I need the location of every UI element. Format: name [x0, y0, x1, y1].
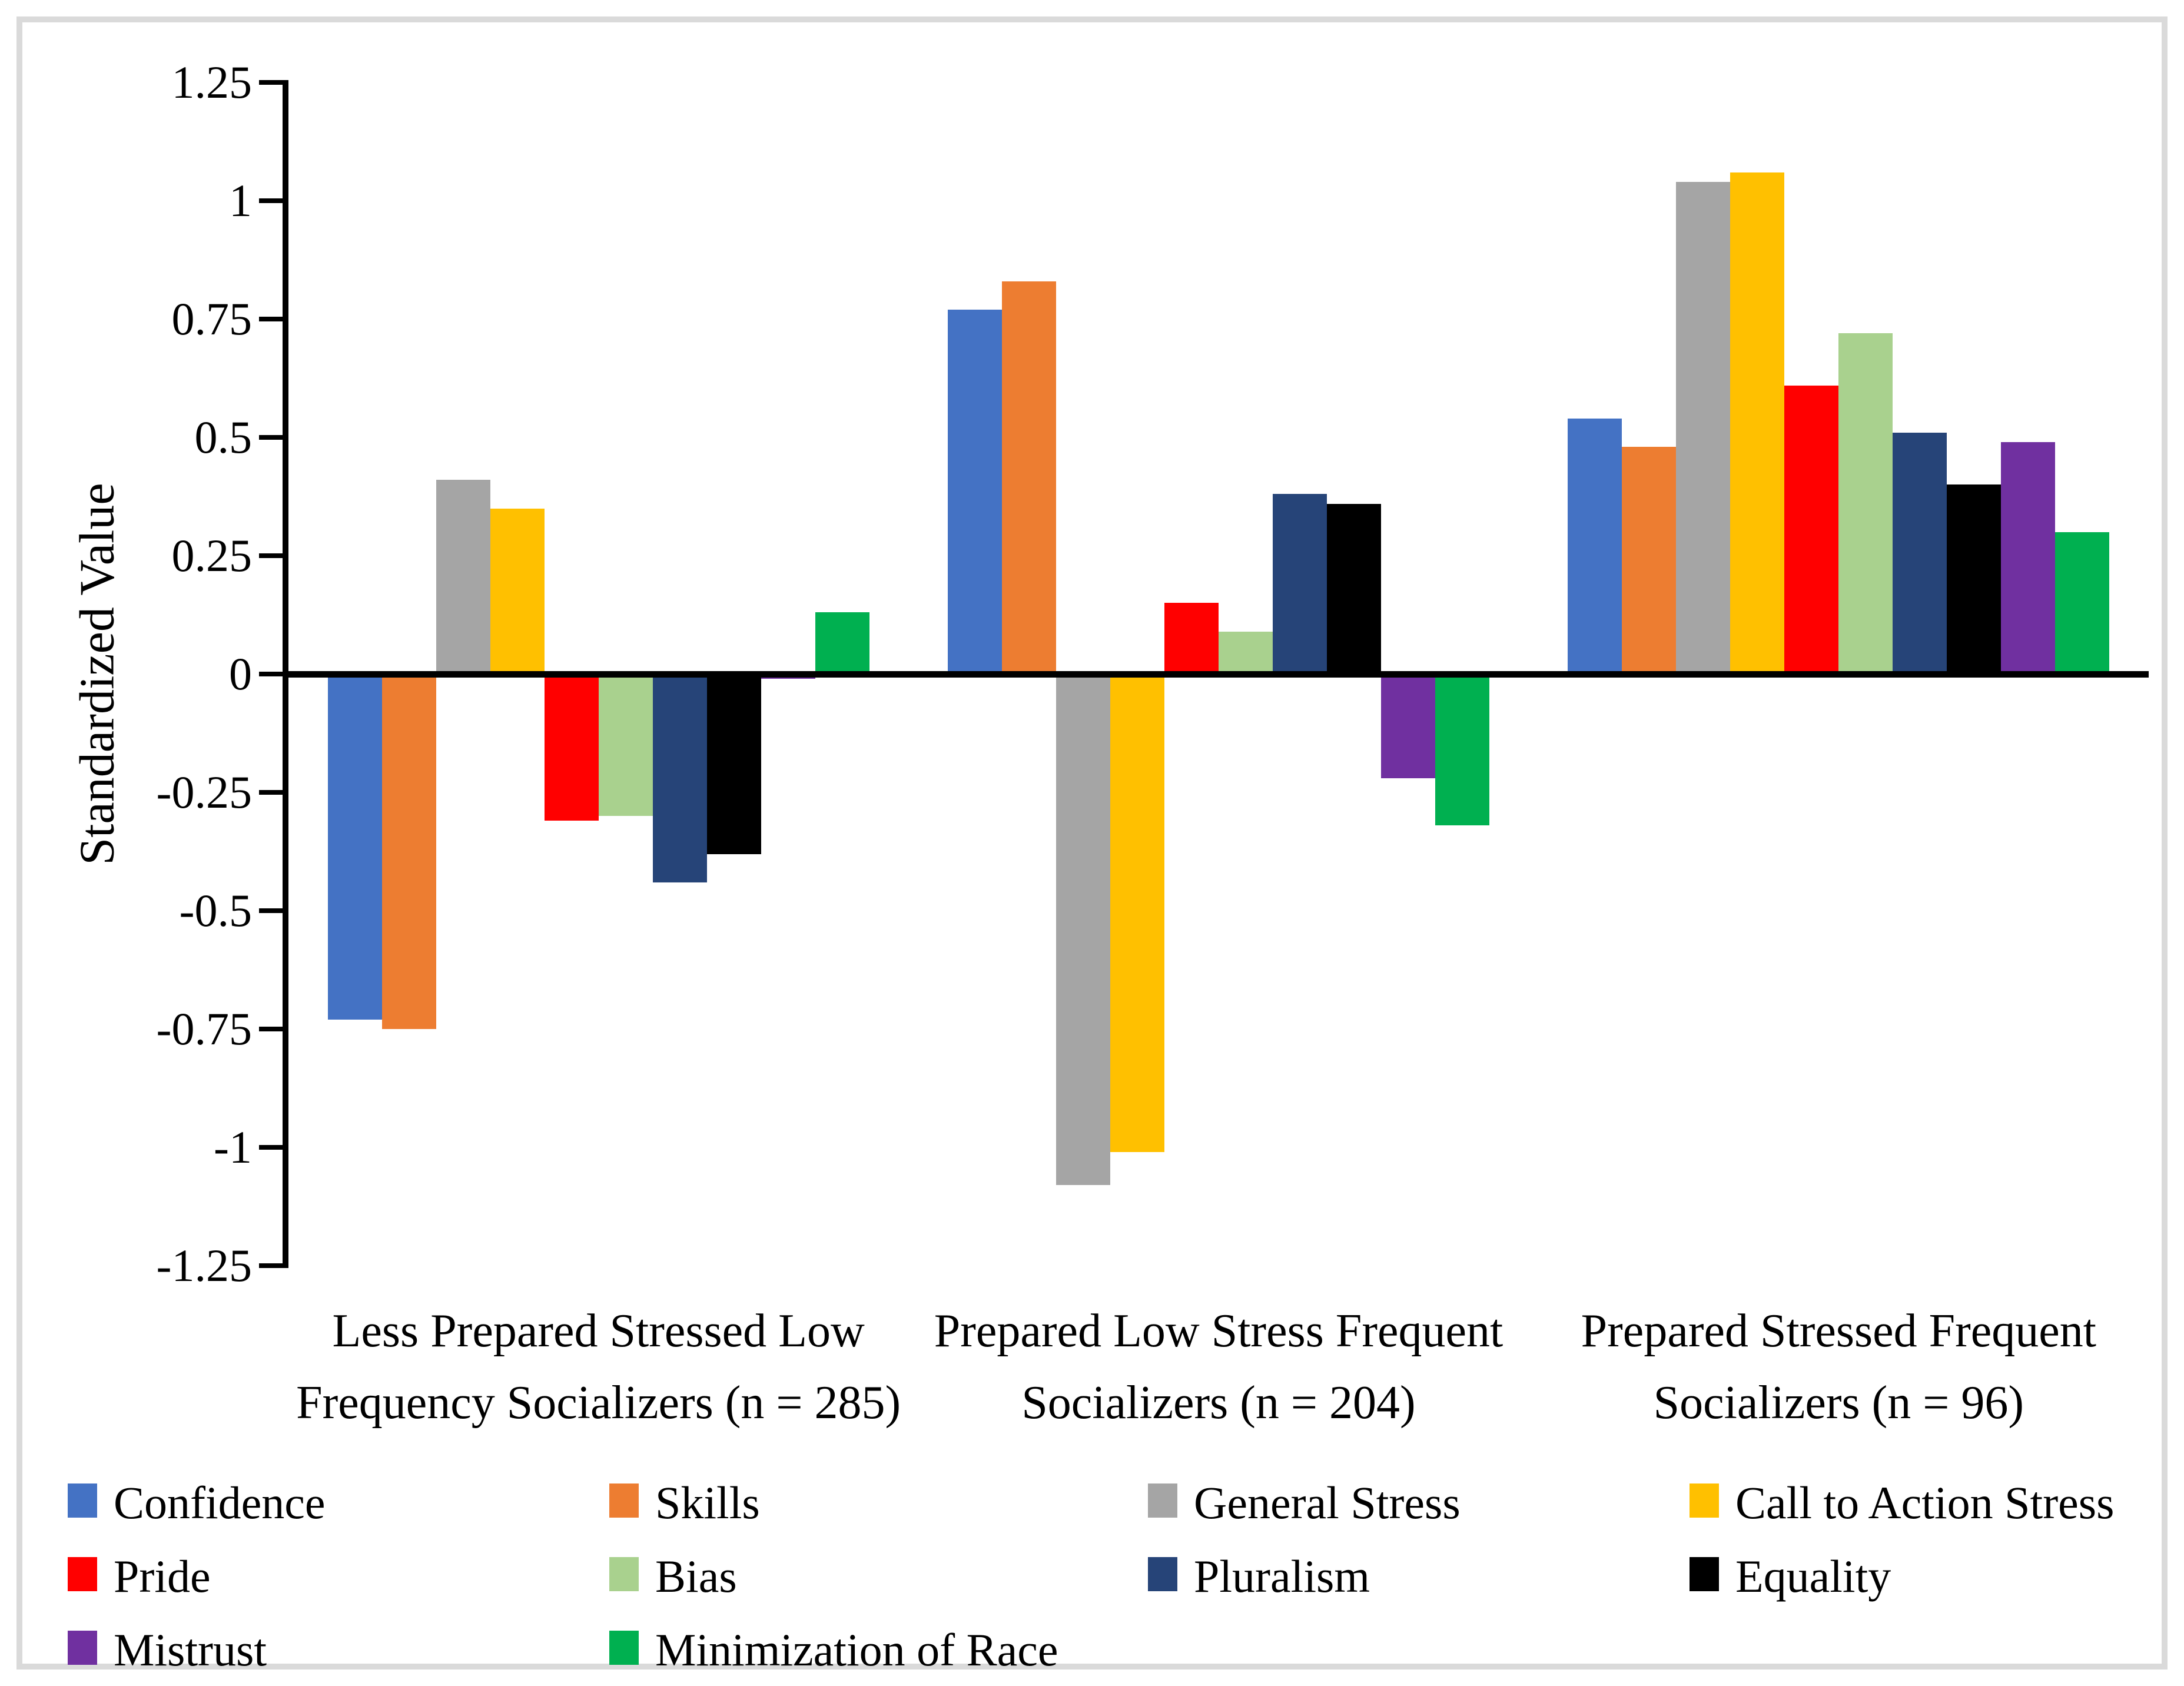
legend-swatch-pluralism — [1148, 1557, 1177, 1591]
bar-confidence-group1 — [327, 674, 382, 1020]
bar-skills-group2 — [1002, 281, 1056, 674]
bar-minimization-of-race-group3 — [2055, 532, 2110, 674]
y-tick-mark — [259, 435, 288, 440]
y-tick-label: -1 — [214, 1121, 252, 1173]
legend-label-call-to-action-stress: Call to Action Stress — [1735, 1477, 2115, 1528]
bar-general-stress-group1 — [436, 480, 490, 674]
legend-label-mistrust: Mistrust — [114, 1624, 267, 1675]
bar-skills-group3 — [1622, 447, 1677, 674]
y-tick-label: 0.5 — [194, 411, 253, 463]
y-tick-label: 0.25 — [171, 530, 253, 581]
y-tick-label: -1.25 — [156, 1240, 252, 1291]
bar-confidence-group2 — [948, 309, 1002, 674]
y-tick-mark — [259, 80, 288, 85]
legend-label-bias: Bias — [655, 1551, 737, 1602]
y-tick-label: 0.75 — [171, 293, 253, 344]
x-axis-zero-line — [283, 671, 2149, 678]
y-tick-mark — [259, 317, 288, 321]
bar-pluralism-group2 — [1273, 494, 1327, 674]
bar-pride-group1 — [544, 674, 599, 821]
bar-pride-group3 — [1784, 385, 1839, 674]
bar-skills-group1 — [381, 674, 436, 1029]
bar-equality-group1 — [706, 674, 761, 854]
legend-swatch-minimization-of-race — [609, 1631, 639, 1665]
legend-swatch-general-stress — [1148, 1483, 1177, 1518]
bar-bias-group1 — [598, 674, 653, 817]
legend-label-pluralism: Pluralism — [1194, 1551, 1370, 1602]
bar-minimization-of-race-group2 — [1435, 674, 1489, 826]
bar-equality-group3 — [1947, 484, 2002, 674]
legend-swatch-confidence — [68, 1483, 97, 1518]
bar-minimization-of-race-group1 — [815, 612, 869, 674]
y-tick-label: 0 — [229, 648, 252, 699]
y-tick-label: -0.5 — [179, 885, 252, 936]
bar-mistrust-group3 — [2001, 442, 2056, 674]
bar-pride-group2 — [1164, 603, 1219, 674]
bar-bias-group3 — [1838, 333, 1893, 674]
bar-pluralism-group3 — [1893, 432, 1947, 674]
bar-pluralism-group1 — [652, 674, 707, 882]
legend-label-minimization-of-race: Minimization of Race — [655, 1624, 1058, 1675]
y-tick-mark — [259, 672, 288, 676]
y-tick-label: -0.25 — [156, 766, 252, 818]
y-tick-label: 1.25 — [171, 57, 253, 108]
y-tick-mark — [259, 1263, 288, 1268]
bar-call-to-action-stress-group3 — [1730, 172, 1785, 674]
y-tick-label: 1 — [229, 175, 252, 226]
bar-bias-group2 — [1219, 631, 1273, 674]
y-tick-mark — [259, 198, 288, 203]
bar-call-to-action-stress-group1 — [490, 508, 545, 674]
y-tick-mark — [259, 553, 288, 558]
legend-swatch-pride — [68, 1557, 97, 1591]
bar-general-stress-group2 — [1056, 674, 1110, 1186]
category-label-group1: Less Prepared Stressed Low Frequency Soc… — [296, 1305, 901, 1429]
bar-call-to-action-stress-group2 — [1110, 674, 1164, 1153]
legend-swatch-bias — [609, 1557, 639, 1591]
y-tick-label: -0.75 — [156, 1003, 252, 1054]
legend-label-pride: Pride — [114, 1551, 211, 1602]
category-label-group2: Prepared Low Stress Frequent Socializers… — [934, 1305, 1503, 1429]
bar-confidence-group3 — [1568, 418, 1622, 674]
legend-swatch-skills — [609, 1483, 639, 1518]
y-tick-mark — [259, 908, 288, 913]
legend-swatch-call-to-action-stress — [1690, 1483, 1719, 1518]
legend-label-skills: Skills — [655, 1477, 760, 1528]
bar-equality-group2 — [1327, 503, 1381, 674]
bar-mistrust-group2 — [1381, 674, 1435, 778]
category-label-group3: Prepared Stressed Frequent Socializers (… — [1581, 1305, 2096, 1429]
legend-label-confidence: Confidence — [114, 1477, 326, 1528]
bar-general-stress-group3 — [1676, 181, 1731, 674]
legend-label-general-stress: General Stress — [1194, 1477, 1461, 1528]
legend-swatch-mistrust — [68, 1631, 97, 1665]
y-tick-mark — [259, 1027, 288, 1031]
legend-swatch-equality — [1690, 1557, 1719, 1591]
y-tick-mark — [259, 1145, 288, 1150]
legend-label-equality: Equality — [1735, 1551, 1891, 1602]
y-tick-mark — [259, 790, 288, 795]
